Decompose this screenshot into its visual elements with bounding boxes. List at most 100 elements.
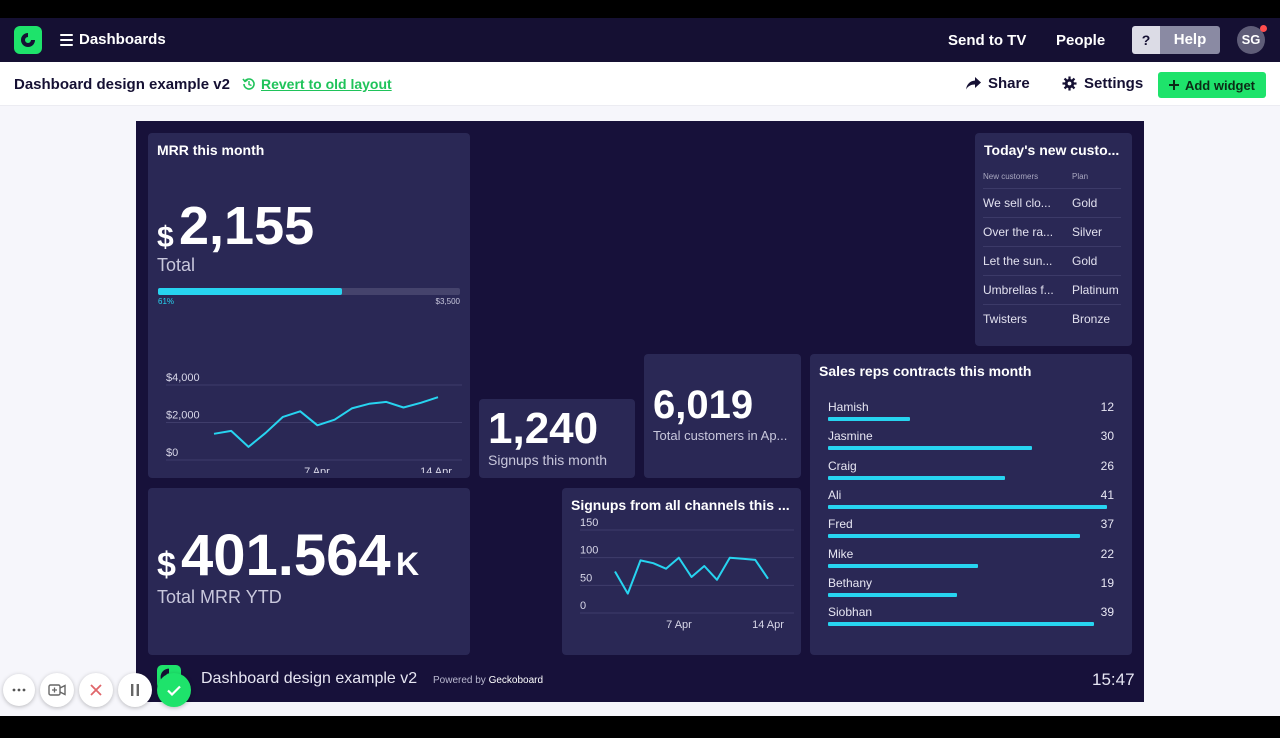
widget-mrr-this-month[interactable]: MRR this month $ 2,155 Total 61% $3,500 …	[148, 133, 470, 478]
rep-name: Craig	[828, 458, 857, 473]
y-tick-label: 0	[580, 600, 586, 612]
rep-contracts: 22	[1100, 546, 1114, 561]
rep-bar	[828, 446, 1033, 451]
signups-line-chart: 150 100 50 0 7 Apr 14 Apr	[580, 518, 794, 631]
camera-toggle-button[interactable]	[40, 673, 74, 707]
widget-title: Signups from all channels this ...	[571, 497, 790, 513]
footer-powered-by: Powered by Geckoboard	[433, 675, 543, 686]
table-row: We sell clo... Gold	[983, 188, 1121, 217]
sales-rep-row: Siobhan 39	[828, 605, 1114, 631]
pause-recording-button[interactable]	[118, 673, 152, 707]
customers-value: 6,019	[653, 383, 754, 427]
customer-plan: Silver	[1072, 225, 1103, 239]
people-link[interactable]: People	[1056, 32, 1106, 49]
footer-clock: 15:47	[1092, 670, 1135, 689]
sales-rep-row: Hamish 12	[828, 400, 1114, 426]
add-widget-label: Add widget	[1184, 77, 1256, 93]
widget-title: Today's new custo...	[984, 142, 1120, 158]
widget-total-mrr-ytd[interactable]: $ 401.564 K Total MRR YTD	[148, 488, 470, 655]
customer-plan: Bronze	[1072, 312, 1111, 326]
y-tick-label: 150	[580, 518, 598, 529]
rep-bar	[828, 622, 1094, 627]
sales-rep-row: Craig 26	[828, 459, 1114, 485]
widget-signups-this-month[interactable]: 1,240 Signups this month	[479, 399, 635, 478]
table-row: Twisters Bronze	[983, 304, 1121, 333]
geckoboard-logo[interactable]	[14, 26, 42, 54]
widget-title: Sales reps contracts this month	[819, 363, 1032, 379]
rep-name: Ali	[828, 487, 842, 502]
rep-name: Siobhan	[828, 605, 873, 620]
mrr-ytd-suffix: K	[396, 546, 420, 582]
series-line	[213, 396, 439, 448]
notification-dot	[1260, 25, 1267, 32]
mrr-progress-fill	[158, 288, 343, 295]
customer-name: Over the ra...	[983, 225, 1054, 239]
mrr-line-chart: $4,000 $2,000 $0 7 Apr 14 Apr	[166, 372, 462, 473]
progress-percent: 61%	[158, 297, 175, 306]
plus-icon	[1168, 80, 1179, 90]
rep-name: Jasmine	[828, 429, 873, 444]
add-widget-button[interactable]: Add widget	[1158, 72, 1266, 98]
mrr-value: 2,155	[179, 196, 315, 256]
widget-new-customers[interactable]: Today's new custo... New customers Plan …	[975, 133, 1132, 346]
currency-symbol: $	[157, 546, 176, 584]
mrr-ytd-value: 401.564	[181, 523, 391, 588]
customer-name: Twisters	[983, 312, 1028, 326]
sales-rep-row: Ali 41	[828, 488, 1114, 514]
revert-layout-label: Revert to old layout	[261, 76, 392, 92]
top-nav: Dashboards Send to TV People ? Help SG	[0, 18, 1280, 62]
hamburger-icon	[60, 33, 73, 46]
share-arrow-icon	[966, 77, 981, 90]
series-line	[614, 556, 769, 595]
y-tick-label: 100	[580, 545, 598, 557]
rep-bar	[828, 534, 1080, 539]
close-icon	[90, 684, 102, 696]
rep-name: Fred	[828, 517, 853, 532]
send-to-tv-link[interactable]: Send to TV	[948, 32, 1027, 49]
widget-title: MRR this month	[157, 142, 265, 158]
rep-bar	[828, 592, 958, 597]
share-label: Share	[988, 75, 1030, 92]
customer-name: Let the sun...	[983, 254, 1053, 268]
x-tick-label: 14 Apr	[752, 619, 784, 631]
y-tick-label: $4,000	[166, 372, 200, 384]
signups-value: 1,240	[488, 404, 599, 453]
widget-signups-channels[interactable]: Signups from all channels this ... 150 10…	[562, 488, 801, 655]
rep-contracts: 41	[1100, 487, 1114, 502]
help-question-icon[interactable]: ?	[1132, 26, 1160, 54]
dashboards-menu-button[interactable]: Dashboards	[60, 31, 166, 48]
y-tick-label: $2,000	[166, 410, 200, 422]
rep-contracts: 39	[1100, 605, 1114, 620]
widget-sales-reps[interactable]: Sales reps contracts this month Hamish 12…	[810, 354, 1132, 655]
y-tick-label: 50	[580, 572, 592, 584]
progress-target: $3,500	[435, 297, 460, 306]
revert-layout-link[interactable]: Revert to old layout	[242, 76, 392, 92]
share-button[interactable]: Share	[966, 75, 1030, 92]
settings-button[interactable]: Settings	[1062, 75, 1143, 92]
video-camera-icon	[48, 684, 66, 696]
customer-name: Umbrellas f...	[983, 283, 1054, 297]
currency-symbol: $	[157, 221, 174, 254]
cancel-recording-button[interactable]	[79, 673, 113, 707]
rep-contracts: 26	[1100, 458, 1114, 473]
top-letterbox	[0, 0, 1280, 18]
rep-name: Hamish	[828, 400, 869, 414]
rep-contracts: 12	[1100, 400, 1114, 414]
widget-total-customers[interactable]: 6,019 Total customers in Ap...	[644, 354, 801, 478]
table-row: Let the sun... Gold	[983, 246, 1121, 275]
sales-rep-row: Jasmine 30	[828, 429, 1114, 455]
checkmark-icon	[167, 685, 181, 696]
gear-icon	[1062, 76, 1077, 91]
customers-label: Total customers in Ap...	[653, 428, 788, 443]
rep-bar	[828, 563, 978, 568]
pause-icon	[131, 684, 139, 696]
more-options-button[interactable]	[3, 674, 35, 706]
footer-dashboard-title: Dashboard design example v2	[201, 670, 418, 687]
customer-name: We sell clo...	[983, 196, 1051, 210]
y-tick-label: $0	[166, 447, 178, 459]
help-button[interactable]: Help	[1160, 26, 1220, 54]
finish-recording-button[interactable]	[157, 673, 191, 707]
ellipsis-icon	[12, 688, 26, 692]
rep-contracts: 37	[1100, 517, 1114, 532]
dashboards-label: Dashboards	[79, 31, 166, 48]
